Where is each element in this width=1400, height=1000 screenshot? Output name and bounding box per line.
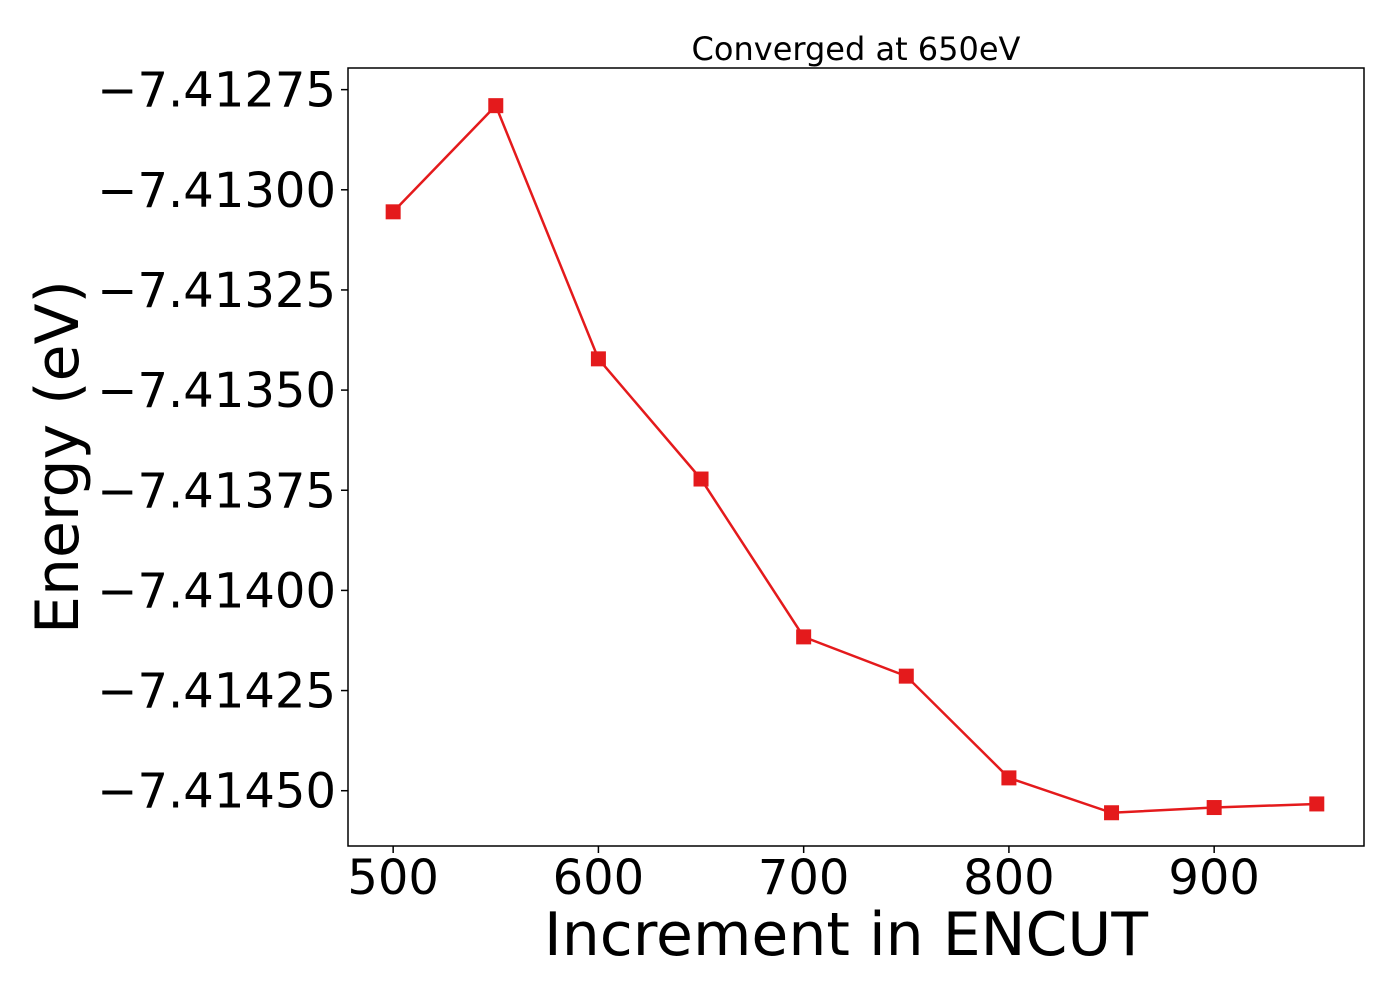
y-tick-label: −7.41450 xyxy=(97,764,336,820)
data-point-marker xyxy=(693,471,709,487)
x-tick-label: 700 xyxy=(758,850,850,906)
x-axis-ticks: 500 600 700 800 900 xyxy=(347,846,1260,906)
y-tick-label: −7.41300 xyxy=(97,163,336,219)
y-tick-label: −7.41275 xyxy=(97,63,336,119)
y-tick-label: −7.41375 xyxy=(97,463,336,519)
y-axis-label: Energy (eV) xyxy=(23,280,93,634)
y-axis-ticks: −7.41275 −7.41300 −7.41325 −7.41350 −7.41375… xyxy=(97,63,348,820)
x-tick-label: 900 xyxy=(1168,850,1260,906)
data-point-marker xyxy=(1206,800,1222,816)
y-tick-label: −7.41400 xyxy=(97,563,336,619)
data-point-marker xyxy=(1309,796,1325,812)
plot-frame xyxy=(347,67,1365,847)
data-point-marker xyxy=(590,351,606,367)
x-tick-label: 800 xyxy=(963,850,1055,906)
data-point-marker xyxy=(1104,805,1120,821)
y-tick-label: −7.41325 xyxy=(97,263,336,319)
y-tick-label: −7.41350 xyxy=(97,363,336,419)
chart-title: Converged at 650eV xyxy=(692,30,1021,68)
series-energy xyxy=(385,98,1325,821)
x-tick-label: 500 xyxy=(347,850,439,906)
series-line xyxy=(392,103,1317,815)
data-point-marker xyxy=(898,668,914,684)
x-tick-label: 600 xyxy=(553,850,645,906)
data-point-marker xyxy=(1001,770,1017,786)
x-axis-label: Increment in ENCUT xyxy=(544,900,1148,970)
data-point-marker xyxy=(488,98,504,114)
y-tick-label: −7.41425 xyxy=(97,664,336,720)
data-point-marker xyxy=(796,629,812,645)
data-point-marker xyxy=(385,204,401,220)
